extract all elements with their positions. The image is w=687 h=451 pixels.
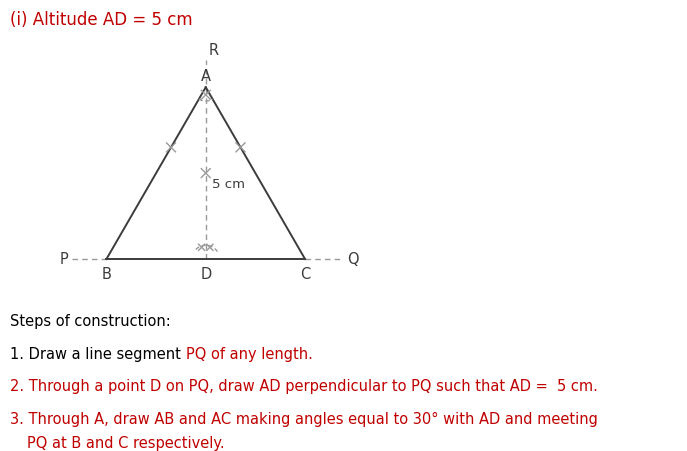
Text: Q: Q	[347, 252, 359, 267]
Text: C: C	[300, 266, 310, 281]
Text: 2. Through a point D on PQ, draw AD perpendicular to PQ such that AD =  5 cm.: 2. Through a point D on PQ, draw AD perp…	[10, 378, 598, 393]
Text: D: D	[200, 266, 212, 281]
Text: R: R	[209, 43, 218, 58]
Text: 5 cm: 5 cm	[212, 178, 245, 190]
Text: B: B	[102, 266, 111, 281]
Text: (i) Altitude AD = 5 cm: (i) Altitude AD = 5 cm	[10, 11, 193, 29]
Text: Steps of construction:: Steps of construction:	[10, 313, 171, 328]
Text: PQ of any length.: PQ of any length.	[185, 346, 313, 361]
Text: PQ at B and C respectively.: PQ at B and C respectively.	[27, 435, 225, 450]
Text: P: P	[59, 252, 68, 267]
Text: 3. Through A, draw AB and AC making angles equal to 30° with AD and meeting: 3. Through A, draw AB and AC making angl…	[10, 411, 598, 426]
Text: A: A	[201, 69, 211, 84]
Text: 1. Draw a line segment: 1. Draw a line segment	[10, 346, 185, 361]
